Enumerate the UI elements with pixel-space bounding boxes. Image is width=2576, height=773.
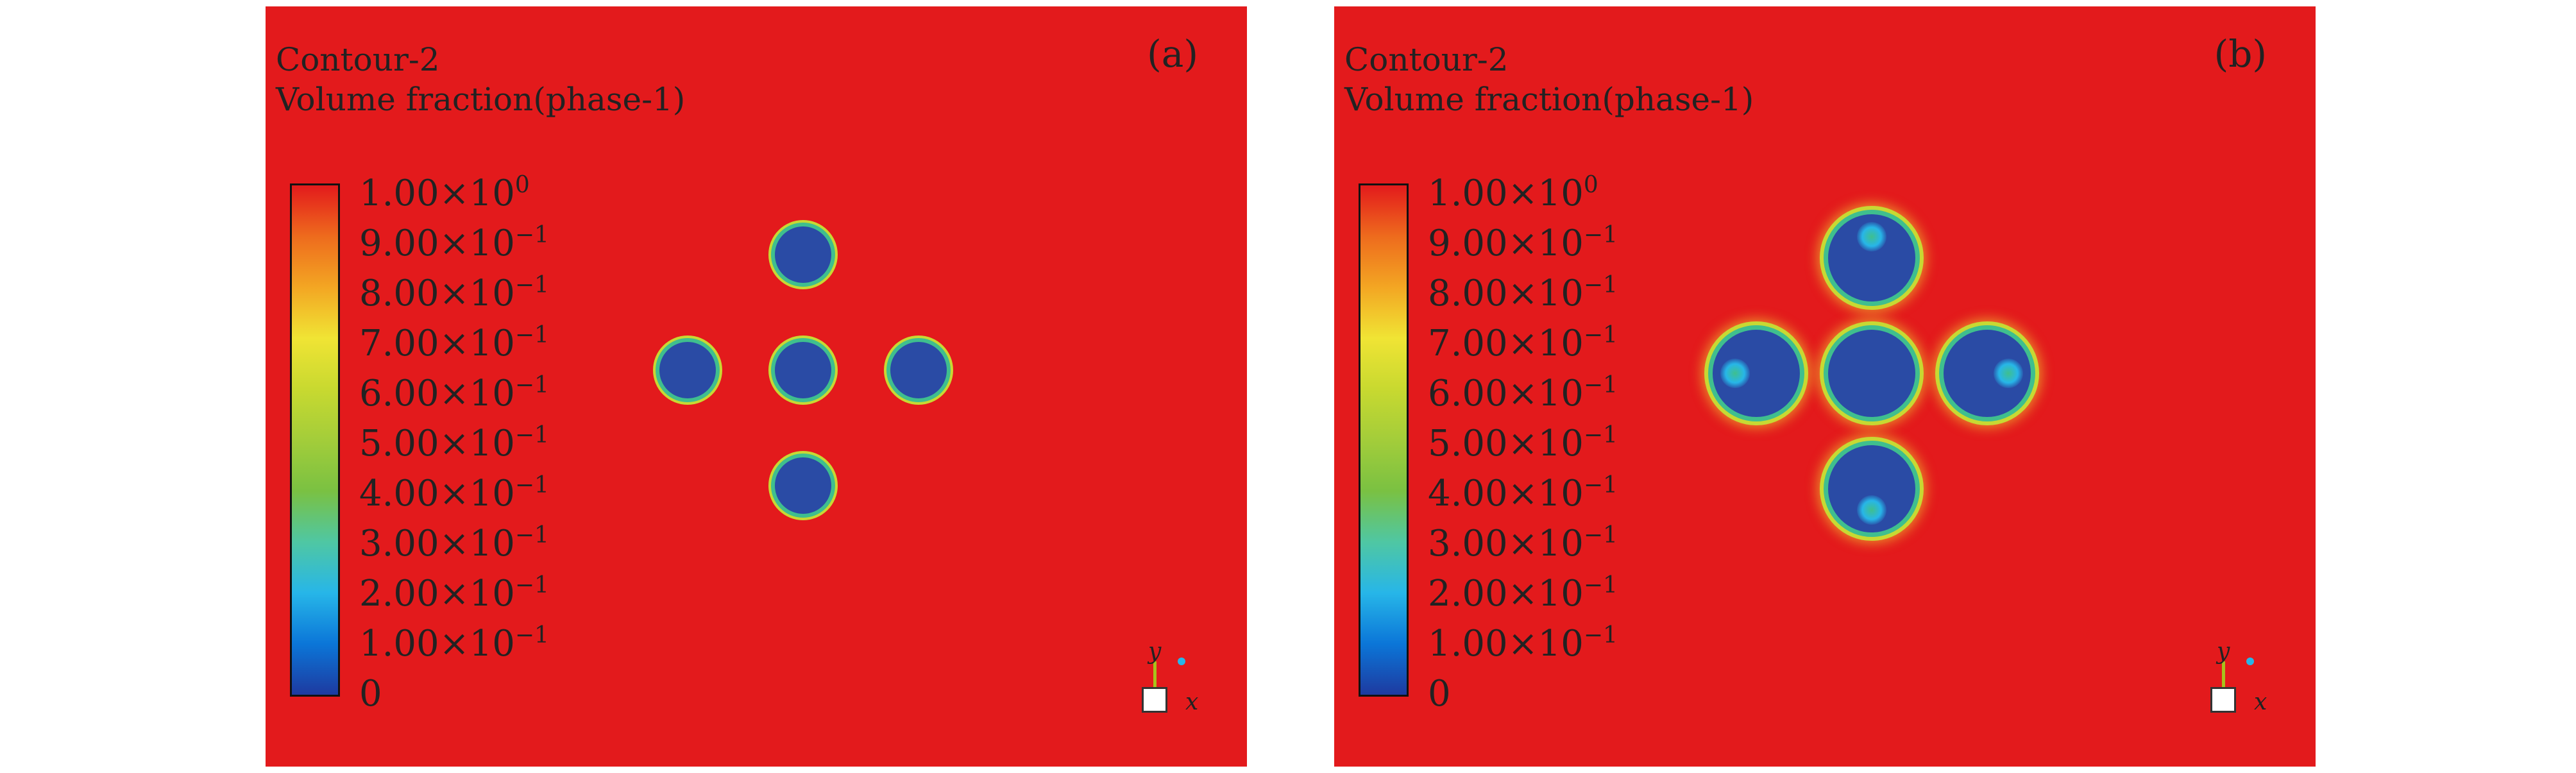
contour-variable: Volume fraction(phase-1)	[276, 81, 686, 118]
contour-name: Contour-2	[276, 41, 440, 78]
colorbar-tick: 6.00×10−1	[1428, 372, 1618, 414]
colorbar-tick: 3.00×10−1	[1428, 522, 1618, 565]
colorbar-tick: 7.00×10−1	[359, 322, 549, 364]
contour-name: Contour-2	[1344, 41, 1509, 78]
colorbar-tick: 1.00×10−1	[359, 622, 549, 665]
contour-variable: Volume fraction(phase-1)	[1344, 81, 1754, 118]
colorbar-tick: 0	[1428, 672, 1451, 715]
droplet-bottom	[1824, 441, 1920, 537]
y-axis-label: y	[1148, 638, 1162, 665]
colorbar-tick: 8.00×10−1	[1428, 272, 1618, 314]
colorbar-tick: 2.00×10−1	[359, 572, 549, 615]
droplet-center	[1824, 325, 1920, 421]
colorbar-tick: 1.00×10−1	[1428, 622, 1618, 665]
colorbar-tick: 3.00×10−1	[359, 522, 549, 565]
colorbar	[290, 183, 340, 697]
colorbar-tick: 7.00×10−1	[1428, 322, 1618, 364]
colorbar-tick: 9.00×10−1	[359, 222, 549, 264]
droplet-top	[771, 223, 835, 287]
colorbar-tick: 4.00×10−1	[1428, 472, 1618, 514]
droplet-center	[771, 338, 835, 402]
colorbar-tick: 8.00×10−1	[359, 272, 549, 314]
colorbar-tick: 5.00×10−1	[359, 422, 549, 464]
contour-panel-b: Contour-2 Volume fraction(phase-1) (b) 1…	[1334, 6, 2316, 767]
droplet-right	[1939, 325, 2035, 421]
contour-title: Contour-2 Volume fraction(phase-1)	[1344, 40, 1754, 119]
z-axis-marker	[2246, 658, 2254, 665]
panel-label: (b)	[2214, 32, 2267, 76]
x-axis-label: x	[1185, 689, 1199, 715]
colorbar-tick: 2.00×10−1	[1428, 572, 1618, 615]
colorbar-tick: 6.00×10−1	[359, 372, 549, 414]
droplet-bottom	[771, 454, 835, 518]
colorbar-tick: 0	[359, 672, 382, 715]
colorbar-tick: 5.00×10−1	[1428, 422, 1618, 464]
colorbar-tick: 1.00×100	[359, 172, 530, 214]
orientation-cube-icon	[1142, 687, 1167, 713]
axis-triad: y x	[2210, 638, 2287, 715]
colorbar-tick: 4.00×10−1	[359, 472, 549, 514]
colorbar	[1359, 183, 1409, 697]
droplet-left	[1708, 325, 1804, 421]
axis-triad: y x	[1142, 638, 1219, 715]
droplet-right	[886, 338, 951, 402]
orientation-cube-icon	[2210, 687, 2236, 713]
z-axis-marker	[1178, 658, 1185, 665]
panel-label: (a)	[1147, 32, 1198, 76]
y-axis-arrow	[2222, 661, 2225, 687]
droplet-left	[656, 338, 720, 402]
x-axis-label: x	[2254, 689, 2267, 715]
contour-title: Contour-2 Volume fraction(phase-1)	[276, 40, 685, 119]
droplet-top	[1824, 210, 1920, 306]
y-axis-label: y	[2217, 638, 2230, 665]
colorbar-tick: 9.00×10−1	[1428, 222, 1618, 264]
colorbar-tick: 1.00×100	[1428, 172, 1598, 214]
y-axis-arrow	[1153, 661, 1157, 687]
contour-panel-a: Contour-2 Volume fraction(phase-1) (a) 1…	[266, 6, 1247, 767]
